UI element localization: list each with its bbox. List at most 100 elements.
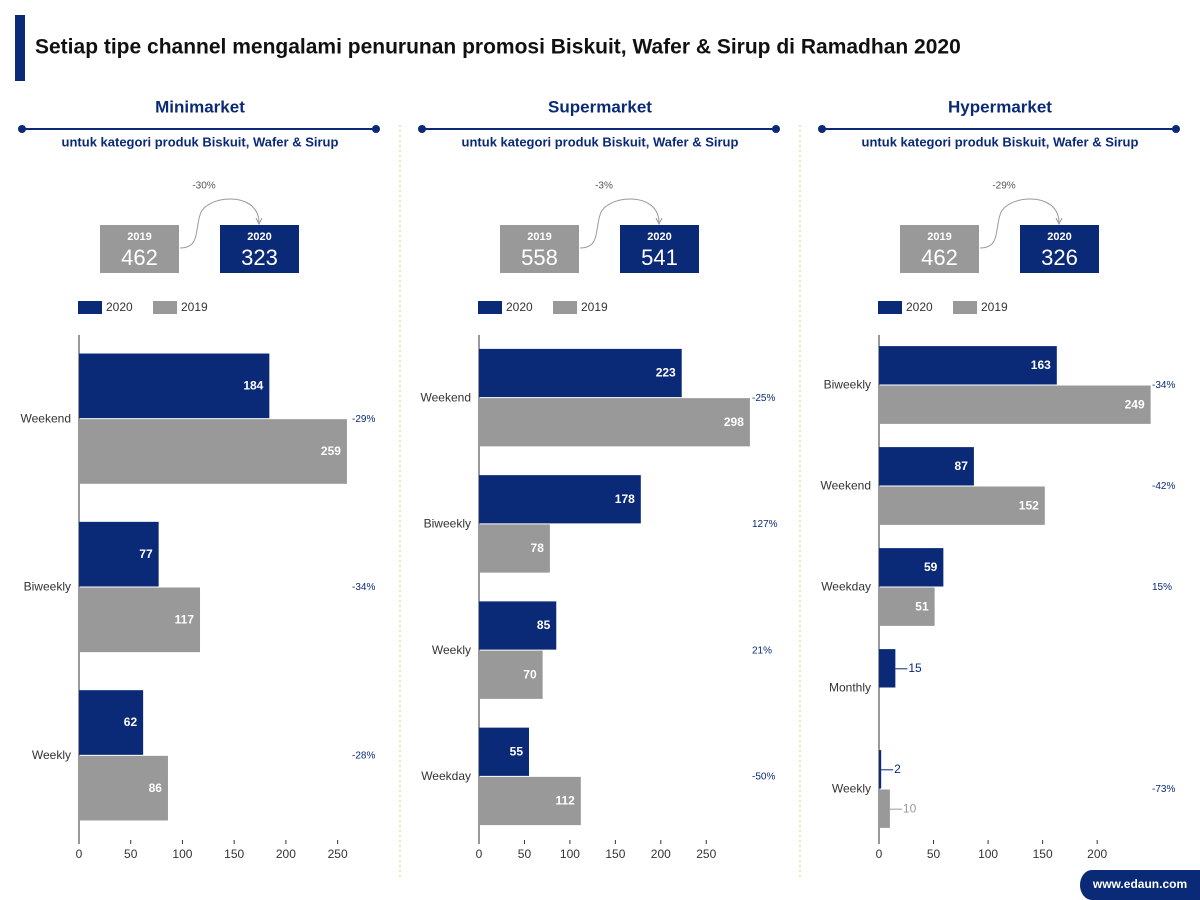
x-tick-label: 100 <box>978 847 998 861</box>
rule-dot <box>372 125 380 133</box>
legend-swatch <box>153 301 177 314</box>
rule-dot <box>818 125 826 133</box>
value-label: 85 <box>537 618 551 632</box>
x-tick-label: 100 <box>172 847 192 861</box>
change-label: -73% <box>1152 784 1175 795</box>
value-label: 2 <box>894 762 901 776</box>
x-tick-label: 150 <box>1033 847 1053 861</box>
bar <box>79 353 270 419</box>
bar <box>879 548 944 587</box>
y-tick-label: Biweekly <box>24 580 71 594</box>
summary-value: 323 <box>241 245 278 270</box>
x-tick-label: 0 <box>476 847 483 861</box>
bar <box>479 601 557 650</box>
change-label: -34% <box>352 582 375 593</box>
change-label: -25% <box>752 393 775 404</box>
y-tick-label: Weekday <box>421 769 471 783</box>
x-tick-label: 150 <box>224 847 244 861</box>
legend-swatch <box>553 301 577 314</box>
summary-box <box>1020 225 1099 273</box>
bar <box>879 385 1151 424</box>
change-label: -28% <box>352 750 375 761</box>
summary-value: 462 <box>921 245 958 270</box>
bar <box>479 650 543 699</box>
bar <box>879 447 974 486</box>
value-label: 223 <box>656 366 676 380</box>
bar <box>479 475 641 524</box>
x-tick-label: 50 <box>124 847 138 861</box>
change-label: -29% <box>352 414 375 425</box>
bar <box>879 789 890 828</box>
value-label: 77 <box>139 547 153 561</box>
value-label: 15 <box>908 661 922 675</box>
summary-box <box>220 225 299 273</box>
legend-label: 2020 <box>106 300 133 314</box>
summary-arrow <box>579 198 660 249</box>
legend-label: 2019 <box>181 300 208 314</box>
bar <box>479 348 682 398</box>
y-tick-label: Weekend <box>21 411 71 425</box>
value-label: 86 <box>149 781 163 795</box>
rule-dot <box>418 125 426 133</box>
summary-label: 2020 <box>247 231 271 243</box>
summary-box <box>500 225 579 273</box>
x-tick-label: 0 <box>876 847 883 861</box>
panel-subtitle: untuk kategori produk Biskuit, Wafer & S… <box>462 134 739 149</box>
value-label: 163 <box>1031 358 1051 372</box>
value-label: 70 <box>523 667 537 681</box>
summary-value: 462 <box>121 245 158 270</box>
change-label: 127% <box>752 519 778 530</box>
legend-label: 2020 <box>906 300 933 314</box>
bar <box>479 727 529 776</box>
value-label: 184 <box>243 379 263 393</box>
summary-label: 2020 <box>647 231 671 243</box>
bar <box>79 755 168 821</box>
value-label: 51 <box>915 599 929 613</box>
bar <box>479 776 581 826</box>
panel-title: Minimarket <box>155 97 245 116</box>
x-tick-label: 100 <box>560 847 580 861</box>
y-tick-label: Weekend <box>821 479 871 493</box>
value-label: 259 <box>321 444 341 458</box>
summary-value: 541 <box>641 245 678 270</box>
rule-dot <box>772 125 780 133</box>
bar <box>479 524 550 573</box>
y-tick-label: Biweekly <box>824 378 871 392</box>
value-label: 62 <box>124 715 138 729</box>
panel-title: Supermarket <box>548 97 652 116</box>
summary-value: 326 <box>1041 245 1078 270</box>
summary-box <box>900 225 979 273</box>
x-tick-label: 150 <box>605 847 625 861</box>
legend-label: 2019 <box>581 300 608 314</box>
title-accent <box>15 15 25 81</box>
y-tick-label: Weekly <box>432 643 471 657</box>
change-label: -42% <box>1152 481 1175 492</box>
bar <box>879 486 1045 525</box>
summary-arrow <box>179 198 260 249</box>
summary-arrow <box>979 198 1060 249</box>
legend-label: 2020 <box>506 300 533 314</box>
summary-change: -29% <box>992 181 1015 192</box>
x-tick-label: 0 <box>76 847 83 861</box>
rule-dot <box>1172 125 1180 133</box>
change-label: 15% <box>1152 582 1172 593</box>
footer: www.edaun.com <box>1092 877 1187 891</box>
x-tick-label: 250 <box>328 847 348 861</box>
bar <box>79 419 347 484</box>
value-label: 298 <box>724 415 744 429</box>
value-label: 178 <box>615 492 635 506</box>
legend-swatch <box>878 301 902 314</box>
change-label: 21% <box>752 645 772 656</box>
y-tick-label: Biweekly <box>424 517 471 531</box>
bar <box>479 398 750 447</box>
summary-label: 2019 <box>927 231 951 243</box>
value-label: 10 <box>903 801 917 815</box>
summary-change: -30% <box>192 181 215 192</box>
y-tick-label: Weekly <box>32 748 71 762</box>
footer-badge <box>1080 870 1200 900</box>
x-tick-label: 50 <box>518 847 532 861</box>
rule-dot <box>18 125 26 133</box>
panel-subtitle: untuk kategori produk Biskuit, Wafer & S… <box>62 134 339 149</box>
x-tick-label: 200 <box>651 847 671 861</box>
change-label: -34% <box>1152 380 1175 391</box>
